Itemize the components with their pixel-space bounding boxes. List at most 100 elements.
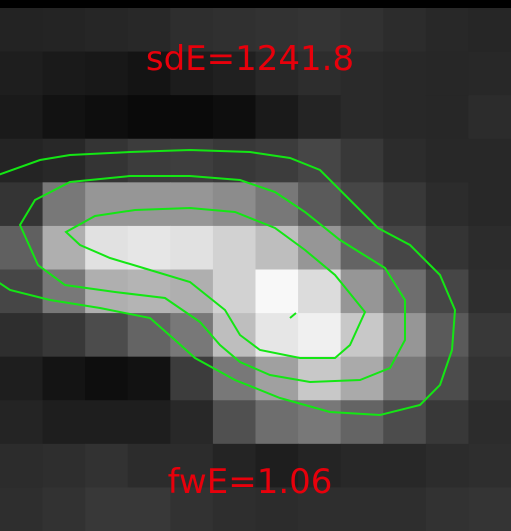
pixel: [42, 443, 86, 489]
pixel: [85, 356, 129, 401]
pixel: [42, 269, 86, 314]
pixel: [255, 269, 299, 314]
pixel: [468, 138, 511, 183]
pixel: [42, 400, 86, 445]
pixel: [255, 51, 299, 96]
pixel: [42, 95, 86, 140]
pixel: [425, 225, 470, 271]
pixel: [212, 182, 257, 227]
pixel: [425, 443, 470, 489]
pixel: [0, 356, 44, 401]
pixel: [42, 8, 86, 53]
pixel: [85, 8, 129, 53]
pixel: [298, 8, 342, 53]
pixel: [383, 225, 427, 271]
pixel: [298, 356, 342, 401]
pixel: [425, 313, 470, 358]
pixel: [212, 269, 257, 314]
pixel: [0, 269, 44, 314]
pixel: [170, 400, 214, 445]
pixel: [468, 356, 511, 401]
pixel: [212, 313, 257, 358]
pixel: [0, 8, 44, 53]
pixel: [127, 225, 171, 271]
pixel: [255, 225, 299, 271]
pixel: [383, 487, 427, 531]
contour-inner: [64, 206, 367, 359]
contour-group: [0, 148, 457, 417]
pixel: [468, 443, 511, 489]
pixel: [170, 356, 214, 401]
pixel: [340, 487, 384, 531]
pixel: [425, 138, 470, 183]
pixel: [127, 313, 171, 358]
pixel: [0, 400, 44, 445]
pixel: [85, 313, 129, 358]
pixel: [42, 487, 86, 531]
pixel: [468, 8, 511, 53]
pixel: [425, 51, 470, 96]
pixel: [298, 443, 342, 489]
pixel: [170, 182, 214, 227]
pixel: [85, 400, 129, 445]
pixel: [0, 443, 44, 489]
pixel: [0, 487, 44, 531]
pixel: [170, 487, 214, 531]
pixel: [170, 8, 214, 53]
pixel: [127, 95, 171, 140]
pixel: [468, 95, 511, 140]
pixel: [468, 182, 511, 227]
pixel: [212, 95, 257, 140]
pixel: [340, 443, 384, 489]
sde-annotation: sdE=1241.8: [146, 39, 354, 79]
pixel: [212, 8, 257, 53]
pixel: [468, 225, 511, 271]
pixel: [85, 138, 129, 183]
pixel: [170, 313, 214, 358]
pixel: [468, 51, 511, 96]
pixel: [127, 8, 171, 53]
pixel: [468, 487, 511, 531]
pixel: [255, 443, 299, 489]
pixel: [255, 182, 299, 227]
pixel: [340, 400, 384, 445]
pixel: [298, 182, 342, 227]
pixel: [340, 138, 384, 183]
pixel: [42, 182, 86, 227]
pixel: [42, 356, 86, 401]
pixel: [298, 269, 342, 314]
pixel: [170, 51, 214, 96]
pixel: [383, 138, 427, 183]
contour-middle: [18, 175, 406, 384]
pixel: [298, 400, 342, 445]
contour-peak-tick: [289, 312, 297, 319]
pixel: [298, 95, 342, 140]
pixel: [425, 182, 470, 227]
pixel: [298, 313, 342, 358]
pixel: [383, 443, 427, 489]
pixel: [340, 51, 384, 96]
pixel: [85, 51, 129, 96]
pixel: [425, 95, 470, 140]
pixel: [127, 269, 171, 314]
pixel: [212, 487, 257, 531]
pixel: [170, 443, 214, 489]
pixel: [255, 400, 299, 445]
pixel-grid: [0, 8, 511, 531]
pixel: [42, 313, 86, 358]
pixel: [425, 487, 470, 531]
pixel: [127, 356, 171, 401]
pixel: [212, 138, 257, 183]
pixel: [0, 313, 44, 358]
pixel: [85, 443, 129, 489]
pixel: [85, 487, 129, 531]
pixel: [42, 225, 86, 271]
pixel: [255, 138, 299, 183]
pixel: [127, 487, 171, 531]
pixel: [383, 182, 427, 227]
pixel: [383, 400, 427, 445]
pixel: [85, 95, 129, 140]
pixel: [340, 182, 384, 227]
pixel: [383, 356, 427, 401]
